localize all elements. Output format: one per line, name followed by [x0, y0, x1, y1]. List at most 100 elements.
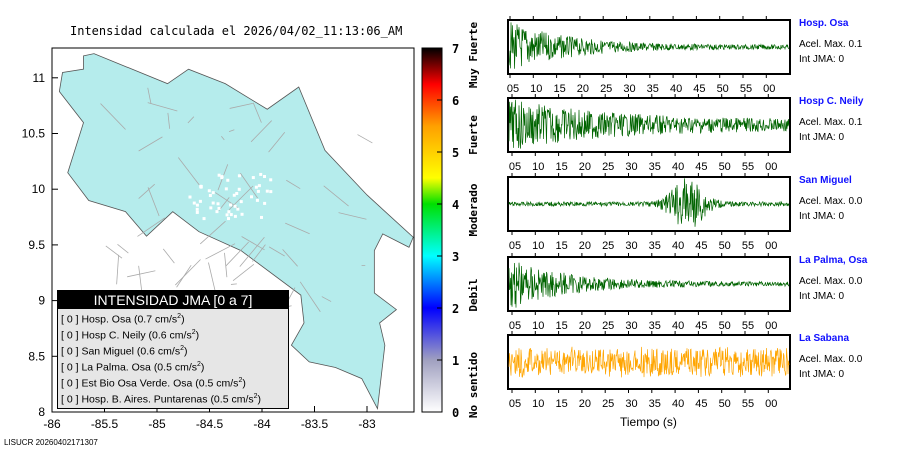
town-marker [250, 195, 254, 199]
station-accel: Acel. Max. 0.0 [799, 354, 863, 365]
legend-accel: (0.7 cm/s [133, 313, 178, 326]
station-jma: Int JMA: 0 [799, 211, 845, 222]
legend-station: San Miguel [81, 345, 134, 358]
time-tick-label: 20 [579, 398, 591, 410]
time-tick-label: 55 [742, 320, 754, 332]
road [176, 264, 192, 288]
time-tick-label: 40 [670, 83, 682, 95]
time-tick-label: 25 [602, 161, 614, 173]
town-marker [254, 185, 258, 189]
legend-unit-exp: 2 [191, 329, 196, 336]
legend-accel: (0.6 cm/s [136, 345, 181, 358]
road [323, 185, 349, 207]
y-tick-label: 9.5 [28, 238, 45, 252]
legend-unit-exp: 2 [177, 313, 182, 320]
seismogram-trace [508, 262, 790, 308]
road [224, 252, 228, 278]
station-info: Hosp. Osa Acel. Max. 0.1 Int JMA: 0 [799, 18, 862, 65]
time-tick-label: 00 [765, 161, 777, 173]
legend-station: Hosp C. Neily [81, 329, 146, 342]
time-tick-label: 20 [577, 83, 589, 95]
town-marker [224, 187, 228, 191]
time-tick-label: 05 [509, 320, 521, 332]
legend-intensity: [ 0 ] [61, 361, 79, 374]
time-tick-label: 10 [532, 398, 544, 410]
time-tick-label: 35 [649, 240, 661, 252]
road [232, 264, 255, 282]
time-tick-label: 10 [532, 240, 544, 252]
road [117, 243, 129, 254]
station-info: La Palma, Osa Acel. Max. 0.0 Int JMA: 0 [799, 255, 867, 302]
town-marker [237, 187, 241, 191]
town-marker [257, 184, 261, 188]
road [229, 102, 253, 109]
time-tick-label: 40 [672, 161, 684, 173]
road [240, 172, 258, 199]
road [230, 283, 237, 285]
station-accel: Acel. Max. 0.0 [799, 196, 863, 207]
town-marker [227, 210, 231, 214]
town-marker [188, 195, 192, 199]
road [282, 249, 298, 267]
time-tick-label: 05 [509, 398, 521, 410]
time-tick-label: 35 [649, 320, 661, 332]
road [357, 134, 373, 144]
town-marker [240, 212, 244, 216]
time-tick-label: 40 [672, 320, 684, 332]
time-tick-label: 55 [742, 398, 754, 410]
time-tick-label: 05 [507, 83, 519, 95]
time-tick-label: 05 [509, 240, 521, 252]
town-marker [265, 189, 269, 193]
time-tick-label: 35 [647, 83, 659, 95]
time-tick-label: 50 [719, 320, 731, 332]
colorbar-tick: 1 [452, 354, 459, 368]
map-title: Intensidad calculada el 2026/04/02_11:13… [70, 24, 403, 38]
road [175, 259, 201, 286]
time-tick-label: 30 [625, 161, 637, 173]
time-tick-label: 25 [602, 320, 614, 332]
town-marker [251, 176, 255, 180]
town-marker [199, 185, 203, 189]
station-name: Hosp. Osa [799, 18, 849, 29]
legend-item: [ 0 ] Est Bio Osa Verde. Osa (0.5 cm/s2) [61, 377, 246, 390]
road [239, 236, 265, 267]
road [138, 183, 155, 199]
y-tick-label: 11 [33, 71, 46, 85]
town-marker [259, 215, 263, 219]
time-tick-label: 15 [555, 320, 567, 332]
time-tick-label: 15 [555, 398, 567, 410]
time-tick-label: 15 [555, 240, 567, 252]
legend-intensity: [ 0 ] [61, 345, 79, 358]
town-marker [211, 191, 215, 195]
time-tick-label: 00 [765, 320, 777, 332]
time-tick-label: 35 [649, 398, 661, 410]
town-marker [237, 174, 241, 178]
station-name: San Miguel [799, 175, 852, 186]
legend-intensity: [ 0 ] [61, 329, 79, 342]
road [167, 112, 171, 129]
time-tick-label: 30 [625, 320, 637, 332]
road [225, 241, 249, 267]
road [299, 281, 321, 312]
town-marker [236, 207, 240, 211]
intensity-legend: INTENSIDAD JMA [0 a 7] [ 0 ] Hosp. Osa (… [57, 290, 289, 409]
time-tick-label: 00 [765, 398, 777, 410]
town-marker [262, 175, 266, 179]
time-tick-label: 40 [672, 240, 684, 252]
road [177, 157, 201, 186]
time-tick-label: 45 [695, 240, 707, 252]
y-tick-label: 8 [38, 405, 45, 419]
station-name: La Sabana [799, 333, 850, 344]
road [338, 212, 367, 220]
town-marker [269, 190, 273, 194]
town-marker [229, 203, 233, 207]
road [162, 248, 175, 264]
road [147, 102, 178, 112]
time-tick-label: 20 [579, 320, 591, 332]
town-marker [209, 206, 213, 210]
road [138, 265, 143, 291]
time-tick-label: 35 [649, 161, 661, 173]
legend-item: [ 0 ] Hosp. B. Aires. Puntarenas (0.5 cm… [61, 393, 262, 406]
station-info: San Miguel Acel. Max. 0.0 Int JMA: 0 [799, 175, 862, 222]
time-tick-label: 30 [625, 240, 637, 252]
